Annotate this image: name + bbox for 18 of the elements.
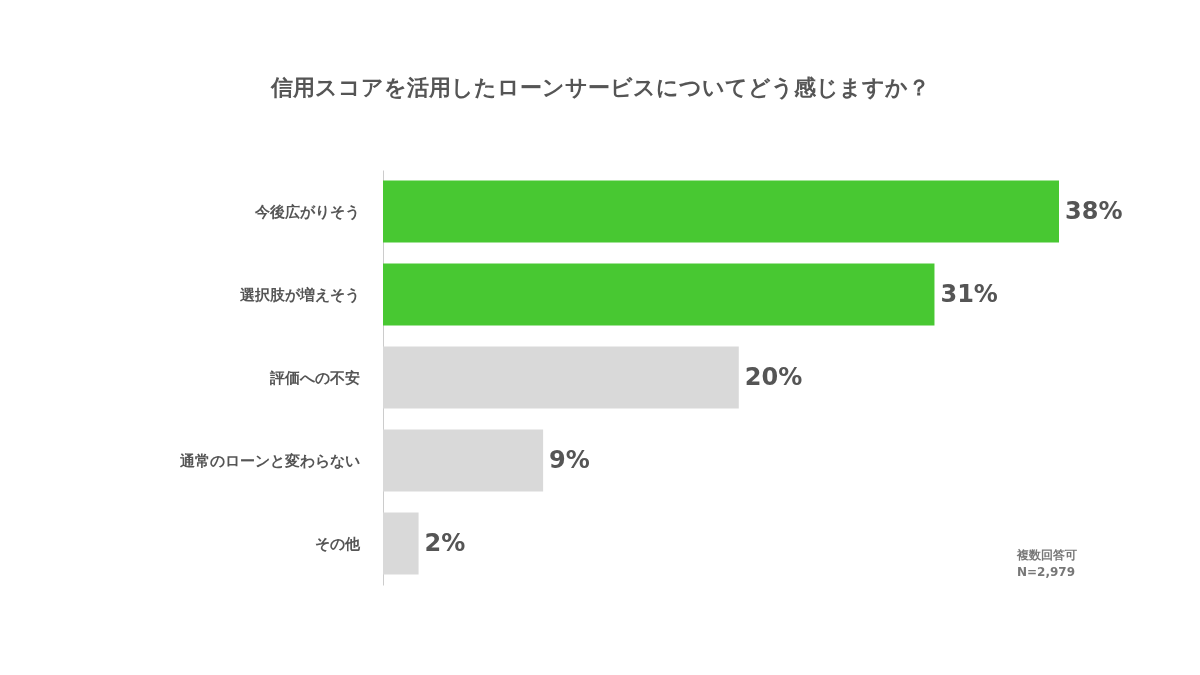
data-label: 9% — [549, 445, 590, 474]
bar — [383, 346, 739, 409]
y-tick-label: 評価への不安 — [268, 368, 360, 387]
data-label: 2% — [424, 528, 466, 557]
chart-title: 信用スコアを活用したローンサービスについてどう感じますか？ — [269, 75, 930, 100]
bar — [383, 429, 544, 492]
bar — [383, 180, 1059, 243]
data-label: 38% — [1065, 196, 1123, 225]
y-tick-label: 通常のローンと変わらない — [178, 451, 360, 470]
data-label: 20% — [744, 362, 803, 391]
y-tick-label: 今後広がりそう — [253, 202, 360, 221]
y-tick-label: 選択肢が増えそう — [238, 285, 360, 304]
annotation: 複数回答可 — [1016, 548, 1077, 562]
y-tick-label: その他 — [314, 534, 361, 553]
bar — [383, 263, 935, 326]
bar — [383, 512, 419, 575]
data-label: 31% — [940, 279, 998, 308]
annotation: N=2,979 — [1017, 565, 1076, 579]
